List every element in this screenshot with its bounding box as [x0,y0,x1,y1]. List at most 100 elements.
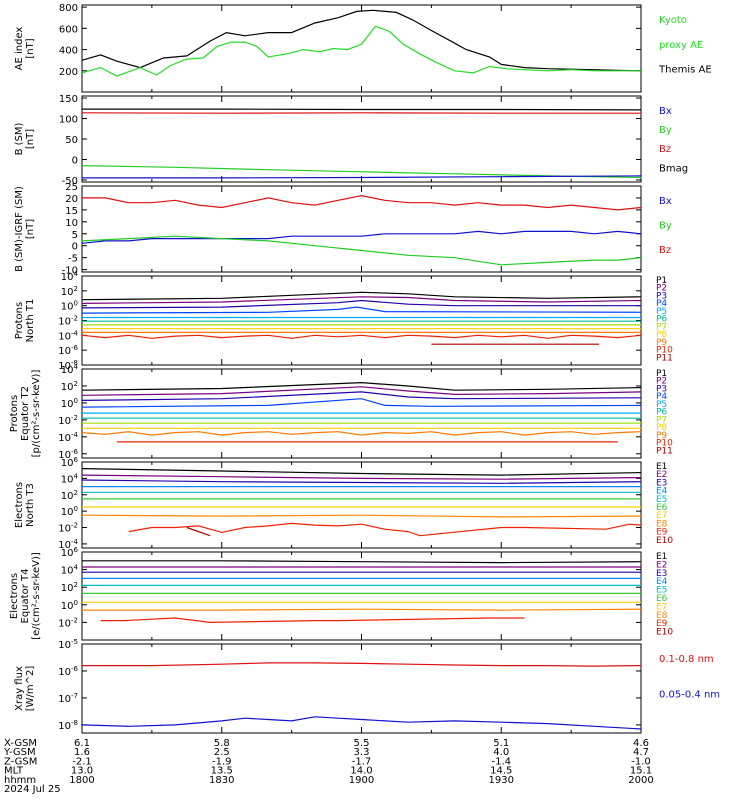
y-tick-label: 100 [61,505,78,518]
legend-label: P7 [656,415,667,425]
panel-frame [81,275,642,366]
y-tick-label: 0 [72,242,78,253]
series-line-p3 [82,391,641,401]
legend-label: P9 [656,431,667,441]
y-tick-label: 10-2 [58,522,78,535]
y-axis-label: North T1 [25,299,36,343]
legend-label: Bz [659,245,671,256]
y-tick-label: 800 [59,3,78,14]
ephemeris-value: -1.0 [631,756,651,767]
series-line-e9 [100,617,525,624]
series-line-bz [82,194,641,211]
ephemeris-value: 5.1 [493,738,509,749]
legend-label: E10 [656,628,673,638]
y-tick-label: 10-7 [58,692,78,705]
y-tick-label: 10-6 [58,448,78,461]
legend-label: P3 [656,291,667,301]
legend-label: P8 [656,423,667,433]
legend-label: E2 [656,470,667,480]
y-axis-label: Xray flux [14,666,25,711]
panel-frame [81,551,642,641]
ephemeris-value: 4.6 [633,738,649,749]
series-line-p1 [82,381,641,391]
legend-label: E4 [656,577,668,587]
legend-label: E5 [656,495,667,505]
legend-label: E9 [656,619,668,629]
legend-label: P10 [656,439,673,449]
legend-label: Bz [659,144,671,155]
legend-label: E3 [656,478,667,488]
series-line-e1 [82,468,641,476]
legend-label: Bx [659,196,672,207]
y-axis-label: Electrons [9,573,20,619]
ephemeris-value: 2000 [628,775,653,786]
y-tick-label: 104 [61,472,79,485]
y-tick-label: 102 [61,380,78,393]
series-line-e2 [82,474,641,480]
y-axis-label: Equator T4 [20,569,31,624]
y-tick-label: 10-8 [58,359,78,372]
y-tick-label: 106 [61,546,79,559]
ephemeris-row-label: Z-GSM [4,756,37,767]
legend-label: P6 [656,408,667,418]
legend-label: Kyoto [659,15,687,26]
panel-frame [81,185,642,273]
legend-label: P3 [656,384,667,394]
series-line-e8 [82,514,641,518]
legend-label: By [659,221,672,232]
y-axis-label: [W/m^2] [25,666,36,712]
legend-label: E7 [656,602,667,612]
legend-label: P9 [656,338,667,348]
y-tick-label: 150 [59,94,78,105]
y-tick-label: 10-2 [58,414,78,427]
ephemeris-value: 1.6 [74,747,90,758]
y-tick-label: 10-2 [58,616,78,629]
series-line-p10 [82,334,641,339]
legend-label: P11 [656,446,673,456]
y-tick-label: 100 [61,599,78,612]
ephemeris-value: 13.5 [211,766,233,777]
series-line-e10 [186,526,211,537]
y-tick-label: 0 [72,155,78,166]
series-line-e8 [82,608,641,611]
y-axis-label: North T3 [25,483,36,527]
ephemeris-value: -1.4 [491,756,511,767]
legend-label: P11 [656,353,673,363]
legend-label: P6 [656,315,667,325]
legend-label: P2 [656,284,667,294]
ephemeris-value: 5.5 [354,738,370,749]
y-tick-label: 10-4 [58,329,78,342]
legend-label: E5 [656,586,667,596]
ephemeris-value: -1.9 [212,756,232,767]
y-tick-label: 200 [59,67,78,78]
series-line-kyoto-proxy-ae [82,25,641,77]
y-tick-label: -50 [62,176,78,187]
legend-label: E10 [656,536,673,546]
ephemeris-value: 1800 [69,775,94,786]
y-axis-label: Protons [9,395,20,432]
legend-label: E8 [656,611,668,621]
y-tick-label: 102 [61,581,78,594]
legend-label: P10 [656,346,673,356]
series-line-bx [82,175,641,179]
legend-label: E4 [656,487,668,497]
y-tick-label: 10-4 [58,431,78,444]
legend-label: P4 [656,392,667,402]
series-line-e1 [82,560,641,564]
ephemeris-value: 13.0 [71,766,93,777]
ephemeris-row-label: MLT [4,766,24,777]
ephemeris-value: -2.1 [72,756,92,767]
y-axis-label: AE index [14,27,25,71]
y-tick-label: 104 [61,270,79,283]
y-axis-label: [nT] [25,219,36,239]
y-axis-label: Electrons [14,482,25,528]
series-line-e9 [128,522,641,537]
y-axis-label: [p/(cm²-s-sr-keV)] [31,370,42,458]
y-tick-label: 106 [61,456,79,469]
legend-label: 0.05-0.4 nm [659,690,720,701]
series-line-themis-ae [82,9,641,72]
legend-label: By [659,125,672,136]
ephemeris-row-label: hhmm [4,775,36,786]
y-tick-label: 104 [61,363,79,376]
series-line-e3 [82,479,641,484]
